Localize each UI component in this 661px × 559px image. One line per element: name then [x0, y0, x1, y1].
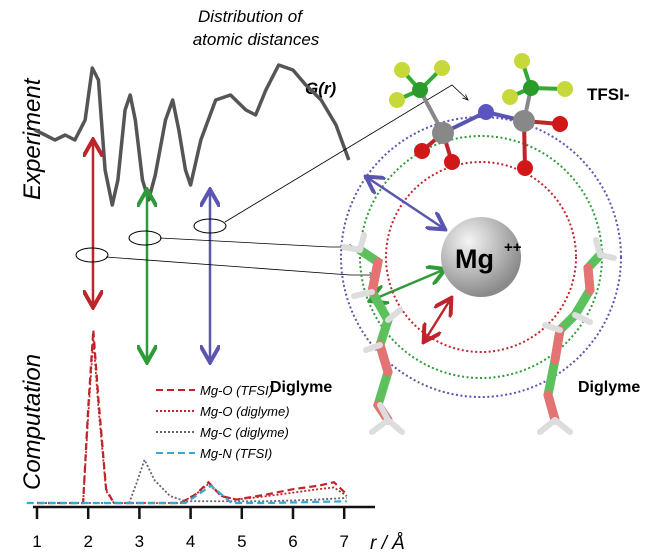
x-axis-label: r / Å: [370, 533, 405, 554]
legend-label: Mg-C (diglyme): [200, 425, 289, 440]
computation-label: Computation: [19, 354, 46, 490]
x-tick-label: 3: [135, 532, 144, 551]
title-line-2: atomic distances: [193, 30, 320, 49]
legend-label: Mg-O (TFSI): [200, 383, 273, 398]
shell-red: [385, 161, 577, 353]
mg-charge: ++: [504, 239, 522, 256]
series-mg-n-tfsi: [26, 484, 347, 505]
legend-label: Mg-O (diglyme): [200, 404, 290, 419]
x-tick-label: 5: [237, 532, 246, 551]
mg-label: Mg: [455, 244, 494, 274]
x-tick-label: 1: [32, 532, 41, 551]
ellipse-marker-green: [128, 230, 162, 246]
pointer-line-green: [159, 237, 355, 247]
diglyme-right-molecule: [537, 237, 617, 435]
x-ticks: 1 2 3 4 5 6 7: [32, 507, 349, 551]
computation-curves: [26, 329, 348, 505]
diglyme-right-label: Diglyme: [578, 379, 640, 396]
tfsi-label: TFSI-: [587, 85, 630, 104]
diglyme-left-molecule: [341, 232, 405, 435]
experiment-label: Experiment: [19, 77, 46, 200]
title-line-1: Distribution of: [198, 7, 304, 26]
pointer-line-blue: [224, 84, 468, 223]
mg-tfsi-n-arrow: [368, 178, 443, 228]
tfsi-molecule: [389, 53, 573, 176]
mg-ion: [441, 217, 521, 297]
legend: Mg-O (TFSI) Mg-O (diglyme) Mg-C (diglyme) M…: [156, 383, 290, 461]
experiment-gr-curve: [34, 63, 351, 207]
x-tick-label: 4: [186, 532, 195, 551]
diglyme-left-label: Diglyme: [270, 379, 332, 396]
x-tick-label: 7: [339, 532, 348, 551]
ellipse-marker-red: [75, 247, 109, 263]
ellipse-marker-blue: [193, 218, 227, 234]
x-tick-label: 2: [83, 532, 92, 551]
mg-o-arrow: [425, 300, 450, 340]
shell-blue: [340, 116, 622, 398]
series-mg-o-diglyme: [37, 338, 348, 504]
mg-diglyme-c-arrow: [372, 270, 443, 300]
legend-label: Mg-N (TFSI): [200, 446, 272, 461]
x-tick-label: 6: [288, 532, 297, 551]
series-mg-o-tfsi: [37, 329, 348, 505]
